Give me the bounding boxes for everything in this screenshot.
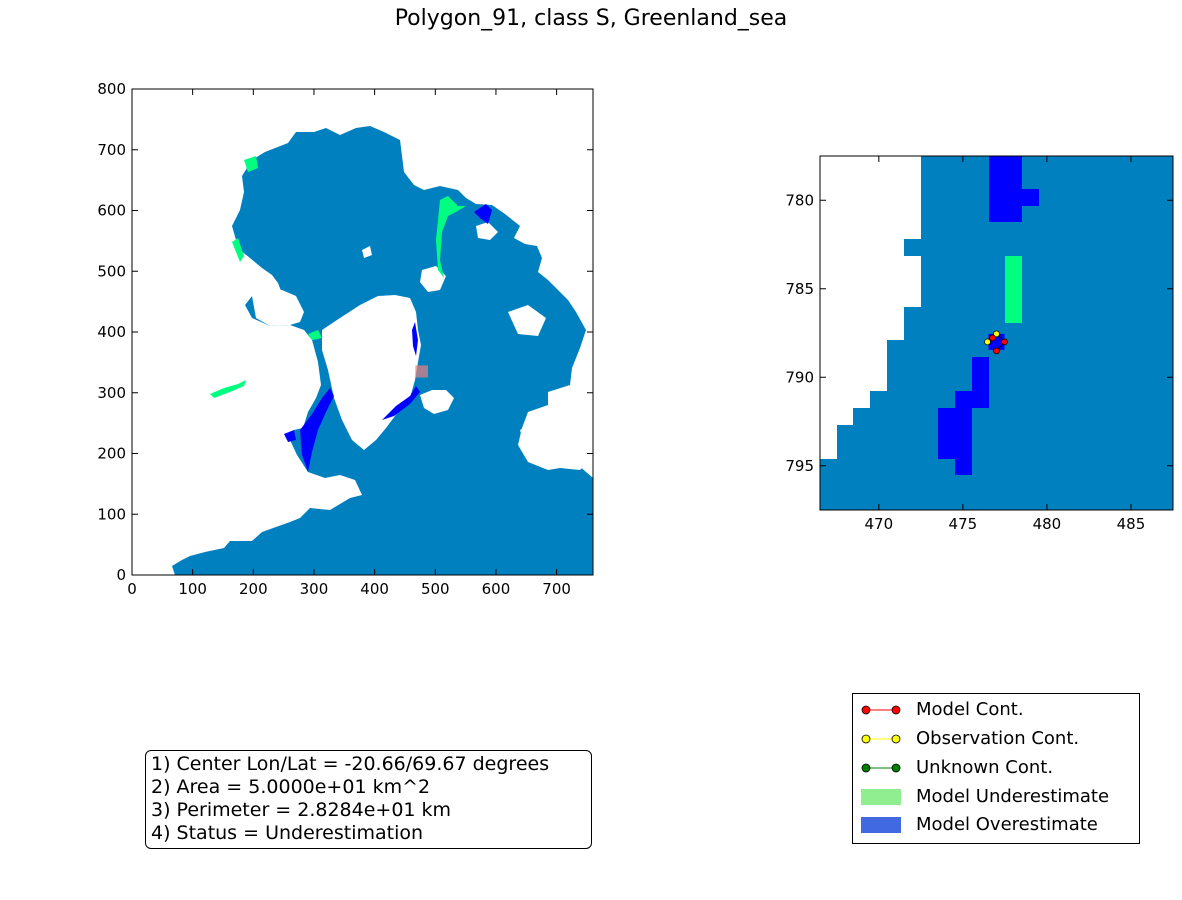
zoom-map-cells (820, 156, 1039, 492)
contour-marker (993, 347, 1000, 355)
zoom-overestimate-bottom (938, 357, 989, 475)
legend-item-observation-cont: Observation Cont. (853, 728, 1139, 752)
zoom-x-axis: 470 475 480 485 (865, 156, 1146, 533)
y-tick-label: 400 (97, 323, 126, 341)
zoom-overestimate-top (989, 156, 1039, 222)
info-perimeter: 3) Perimeter = 2.8284e+01 km (151, 799, 452, 821)
info-center-lonlat: 1) Center Lon/Lat = -20.66/69.67 degrees (151, 753, 550, 775)
polygon-info-box: 1) Center Lon/Lat = -20.66/69.67 degrees… (145, 750, 592, 849)
island-small-1 (362, 246, 372, 258)
x-tick-label: 475 (949, 515, 978, 533)
svalbard-land (420, 390, 454, 414)
x-tick-label: 470 (865, 515, 894, 533)
x-tick-label: 485 (1117, 515, 1146, 533)
y-tick-label: 100 (97, 505, 126, 523)
underestimate-region-3 (436, 196, 466, 278)
y-tick-label: 300 (97, 384, 126, 402)
x-tick-label: 480 (1033, 515, 1062, 533)
overestimate-region-4 (284, 430, 296, 442)
archipelago-land (252, 286, 304, 326)
scandinavia-land (520, 418, 590, 470)
x-tick-label: 0 (127, 580, 137, 598)
underestimate-region-5 (308, 330, 322, 340)
info-status: 4) Status = Underestimation (151, 822, 424, 844)
y-tick-label: 800 (97, 80, 126, 98)
contour-marker (993, 330, 1000, 338)
y-tick-label: 785 (785, 280, 814, 298)
legend-swatch-overestimate (861, 817, 901, 833)
legend-label-unknown-cont: Unknown Cont. (916, 757, 1054, 778)
legend: Model Cont. Observation Cont. Unknown Co… (852, 693, 1140, 844)
overestimate-region-5 (412, 322, 418, 356)
x-tick-label: 400 (360, 580, 389, 598)
y-tick-label: 790 (785, 368, 814, 386)
y-tick-label: 0 (116, 566, 126, 584)
legend-item-model-overestimate: Model Overestimate (853, 814, 1139, 838)
island-small-2 (420, 266, 446, 292)
overview-map: 0 100 200 300 400 500 600 700 0 100 200 300 400 500 6… (97, 80, 594, 598)
legend-label-model-underestimate: Model Underestimate (916, 786, 1110, 807)
contour-marker (1001, 338, 1008, 346)
y-tick-label: 500 (97, 262, 126, 280)
overview-map-cells (172, 126, 593, 575)
legend-item-model-cont: Model Cont. (853, 699, 1139, 723)
legend-marker-unknown-cont (861, 763, 901, 773)
overestimate-region-3 (474, 204, 492, 224)
y-tick-label: 700 (97, 141, 126, 159)
overview-x-axis: 0 100 200 300 400 500 600 700 (127, 89, 571, 598)
overestimate-region-1 (300, 388, 334, 472)
x-tick-label: 700 (542, 580, 571, 598)
x-tick-label: 100 (178, 580, 207, 598)
contour-marker (984, 338, 991, 346)
legend-item-unknown-cont: Unknown Cont. (853, 757, 1139, 781)
x-tick-label: 300 (300, 580, 329, 598)
y-tick-label: 795 (785, 457, 814, 475)
y-tick-label: 600 (97, 202, 126, 220)
x-tick-label: 600 (482, 580, 511, 598)
zoom-land-region (820, 156, 921, 492)
underestimate-region-4 (232, 238, 244, 262)
zoom-overestimate-cell (955, 459, 972, 475)
y-tick-label: 200 (97, 445, 126, 463)
underestimate-region-2 (210, 380, 246, 398)
x-tick-label: 500 (421, 580, 450, 598)
zoom-y-axis: 780 785 790 795 (785, 191, 1173, 475)
info-area: 2) Area = 5.0000e+01 km^2 (151, 776, 431, 798)
polygon-highlight-box (415, 365, 429, 378)
legend-marker-model-cont (861, 705, 901, 715)
overview-y-axis: 0 100 200 300 400 500 600 700 800 (97, 80, 593, 584)
figure-title: Polygon_91, class S, Greenland_sea (394, 6, 788, 31)
x-tick-label: 200 (239, 580, 268, 598)
contour-marker (989, 334, 996, 342)
legend-label-model-cont: Model Cont. (916, 699, 1024, 720)
zoom-map: 470 475 480 485 780 785 790 795 (785, 155, 1174, 533)
island-small-4 (508, 305, 546, 336)
polygon-contour-markers (984, 330, 1008, 355)
legend-swatch-underestimate (861, 789, 901, 805)
overestimate-region-2 (382, 386, 420, 420)
underestimate-region-1 (244, 156, 258, 172)
zoom-underestimate-cell (1005, 256, 1022, 323)
legend-label-observation-cont: Observation Cont. (916, 728, 1080, 749)
legend-label-model-overestimate: Model Overestimate (916, 814, 1098, 835)
legend-marker-observation-cont (861, 734, 901, 744)
y-tick-label: 780 (785, 191, 814, 209)
zoom-plot-frame (819, 155, 1174, 511)
legend-item-model-underestimate: Model Underestimate (853, 786, 1139, 810)
island-small-3 (476, 222, 498, 240)
